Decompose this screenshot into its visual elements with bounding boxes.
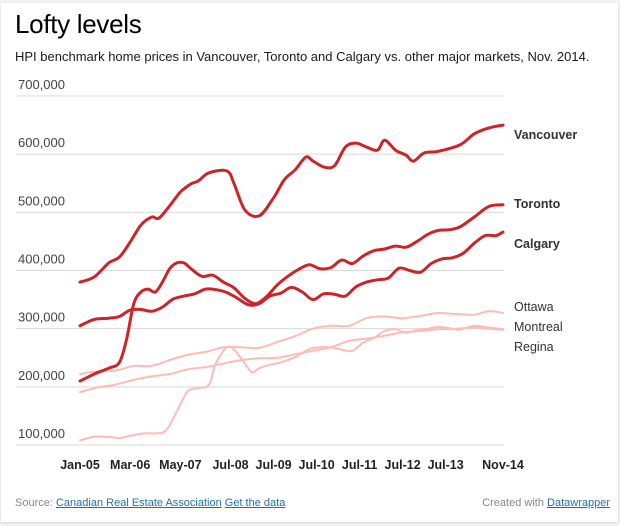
series-line-montreal: [79, 326, 504, 394]
series-line-calgary: [78, 203, 505, 383]
source-line: Source: Canadian Real Estate Association…: [15, 497, 285, 509]
gridlines: [16, 95, 504, 446]
x-tick-label: May-07: [159, 458, 201, 472]
created-prefix: Created with: [482, 497, 544, 509]
muted-series: [79, 310, 504, 442]
series-line-toronto: [78, 230, 505, 328]
y-axis-ticks: 100,000 200,000 300,000 400,000 500,000 600,0…: [18, 77, 65, 441]
series-label-calgary: Calgary: [514, 237, 560, 251]
chart-card: Lofty levels HPI benchmark home prices i…: [1, 3, 618, 522]
x-tick-label: Jan-05: [60, 458, 100, 472]
series-line-regina: [79, 324, 504, 442]
y-tick-label: 200,000: [18, 368, 65, 383]
x-tick-label: Mar-06: [110, 458, 150, 472]
x-tick-label: Nov-14: [482, 458, 524, 472]
credit-line: Created with Datawrapper: [482, 497, 610, 509]
chart-title: Lofty levels: [15, 9, 142, 39]
y-tick-label: 300,000: [18, 310, 65, 325]
series-label-montreal: Montreal: [514, 320, 563, 334]
x-tick-label: Jul-10: [299, 458, 335, 472]
x-axis-ticks: Jan-05 Mar-06 May-07 Jul-08 Jul-09 Jul-10 Jul-…: [60, 458, 524, 472]
series-line-ottawa: [79, 310, 504, 375]
y-tick-label: 600,000: [18, 135, 65, 150]
x-tick-label: Jul-09: [256, 458, 292, 472]
x-tick-label: Jul-13: [428, 458, 464, 472]
source-link[interactable]: Canadian Real Estate Association: [55, 497, 222, 509]
series-label-vancouver: Vancouver: [514, 128, 577, 142]
y-tick-label: 700,000: [18, 77, 65, 92]
y-tick-label: 500,000: [18, 193, 65, 208]
datawrapper-link[interactable]: Datawrapper: [547, 497, 610, 509]
series-label-ottawa: Ottawa: [514, 300, 554, 314]
series-label-toronto: Toronto: [514, 197, 561, 211]
series-labels: Vancouver Toronto Calgary Ottawa Montreal Reg…: [514, 128, 577, 354]
y-tick-label: 100,000: [18, 426, 65, 441]
chart-subtitle: HPI benchmark home prices in Vancouver, …: [15, 49, 590, 64]
highlight-series: [78, 123, 505, 383]
get-data-link[interactable]: Get the data: [224, 497, 286, 509]
series-line-vancouver: [78, 123, 505, 284]
x-tick-label: Jul-12: [385, 458, 421, 472]
x-tick-label: Jul-08: [212, 458, 248, 472]
series-label-regina: Regina: [514, 340, 554, 354]
x-tick-label: Jul-11: [342, 458, 377, 472]
source-prefix: Source:: [15, 497, 53, 509]
y-tick-label: 400,000: [18, 252, 65, 267]
